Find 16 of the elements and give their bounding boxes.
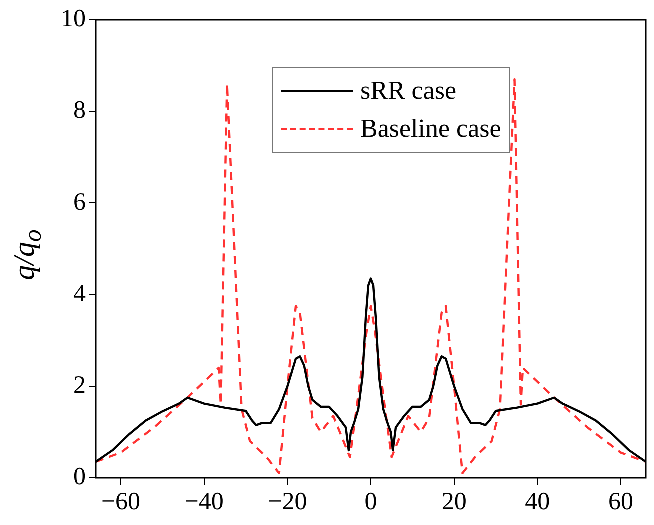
y-tick-label: 0 — [74, 464, 86, 491]
x-tick-label: 0 — [364, 488, 378, 516]
x-tick-label: −20 — [268, 488, 308, 516]
y-tick-label: 6 — [74, 188, 86, 216]
y-tick-label: 2 — [74, 372, 86, 399]
legend-label: Baseline case — [360, 113, 502, 145]
y-tick-label: 4 — [74, 280, 86, 308]
x-tick-label: −40 — [184, 488, 224, 516]
x-tick-label: 60 — [608, 488, 634, 516]
x-tick-label: 40 — [525, 488, 550, 516]
y-tick-label: 10 — [61, 6, 86, 33]
x-tick-label: −60 — [101, 488, 141, 516]
y-tick-label: 8 — [74, 97, 86, 124]
x-tick-label: 20 — [442, 488, 467, 516]
legend-label: sRR case — [360, 75, 457, 107]
line-series — [96, 78, 646, 475]
